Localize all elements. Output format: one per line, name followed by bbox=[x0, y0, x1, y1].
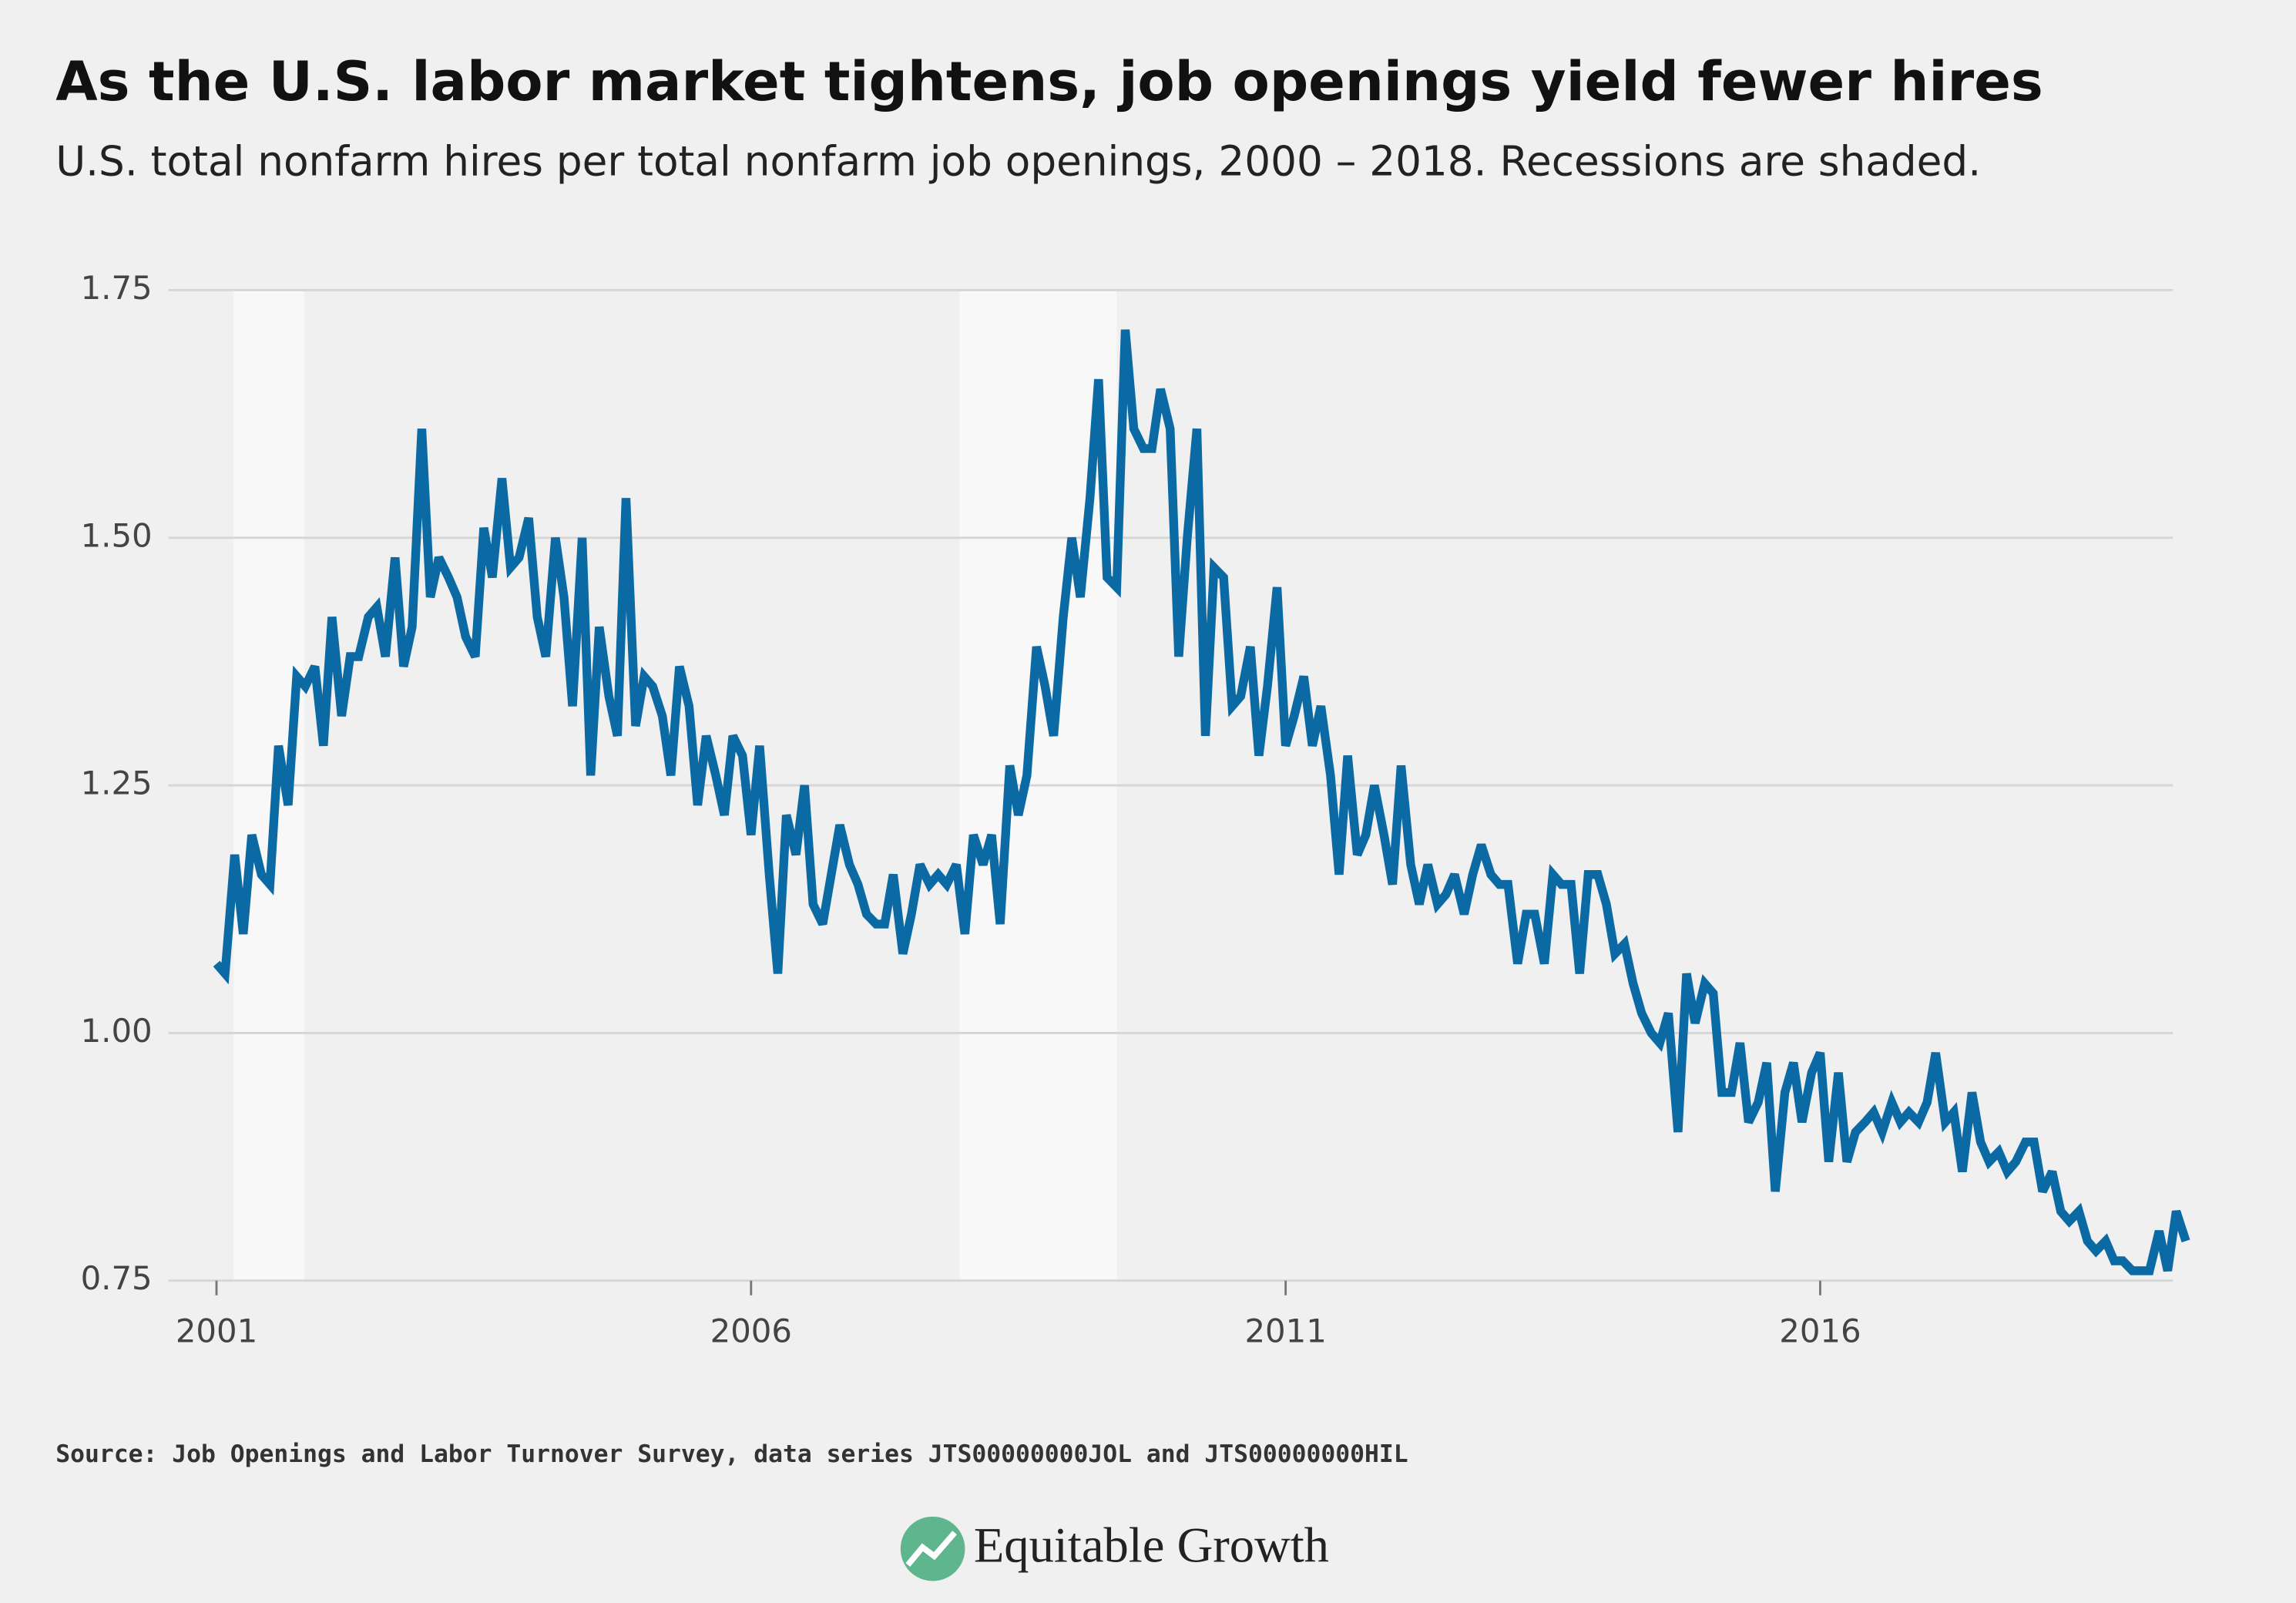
logo: Equitable Growth bbox=[900, 1516, 1329, 1581]
y-tick-label: 1.50 bbox=[81, 516, 153, 554]
source-note: Source: Job Openings and Labor Turnover … bbox=[55, 1440, 1408, 1468]
x-tick-label: 2016 bbox=[1779, 1312, 1861, 1350]
plot-area: 0.75 1.00 1.25 1.50 1.75 2001 2006 2011 2016 bbox=[81, 269, 2190, 1350]
logo-text: Equitable Growth bbox=[974, 1517, 1329, 1572]
y-tick-label: 0.75 bbox=[81, 1259, 153, 1297]
y-tick-label: 1.00 bbox=[81, 1012, 153, 1050]
x-tick-label: 2006 bbox=[710, 1312, 792, 1350]
logo-icon-line bbox=[905, 1531, 957, 1568]
y-tick-label: 1.25 bbox=[81, 765, 153, 802]
data-line bbox=[213, 329, 2190, 1275]
chart-title: As the U.S. labor market tightens, job o… bbox=[55, 50, 2043, 113]
x-tick-label: 2011 bbox=[1244, 1312, 1326, 1350]
chart-subtitle: U.S. total nonfarm hires per total nonfa… bbox=[55, 138, 1981, 186]
logo-icon bbox=[900, 1516, 965, 1581]
x-tick-label: 2001 bbox=[176, 1312, 257, 1350]
y-tick-label: 1.75 bbox=[81, 269, 153, 307]
